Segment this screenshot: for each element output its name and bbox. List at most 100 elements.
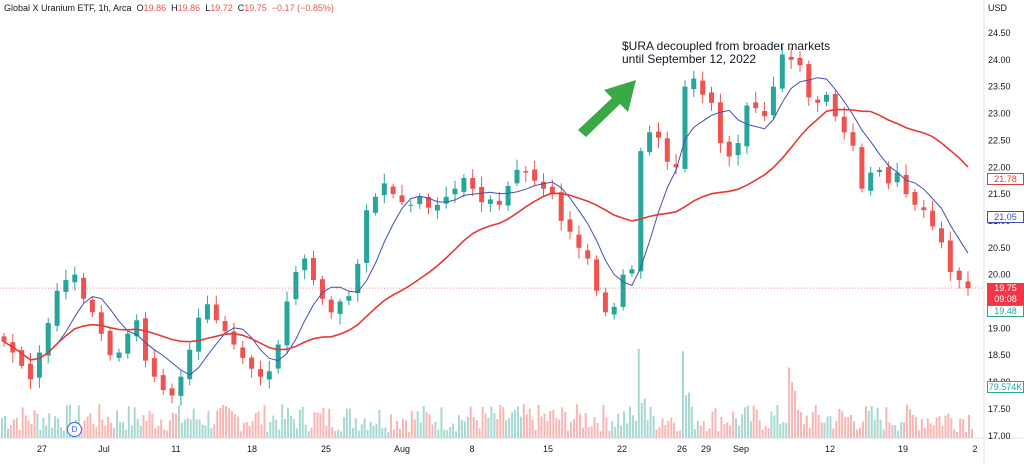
volume-bar (195, 419, 198, 438)
volume-bar (110, 422, 113, 438)
candle-body (753, 102, 759, 109)
volume-bar (390, 414, 393, 438)
volume-bar (938, 416, 941, 438)
volume-bar (575, 404, 578, 438)
candle-body (726, 141, 732, 157)
candle-body (36, 352, 42, 378)
volume-bar (343, 417, 346, 438)
candle-body (894, 172, 900, 183)
ma-green-tag: 19.48 (987, 305, 1024, 317)
volume-bar (803, 424, 805, 438)
volume-bar (590, 426, 593, 438)
candle-body (523, 171, 529, 173)
last-price-value: 19.75 (994, 283, 1017, 293)
volume-bar (935, 417, 938, 438)
candle-body (744, 105, 750, 147)
volume-bar (207, 411, 210, 438)
candle-body (452, 188, 458, 195)
volume-bar (363, 418, 366, 438)
volume-bar (230, 411, 233, 438)
volume-bar (929, 423, 932, 438)
candle-body (779, 54, 785, 89)
volume-bar (853, 421, 855, 438)
volume-bar (761, 429, 764, 438)
volume-bar (493, 413, 496, 438)
volume-bar (870, 406, 873, 438)
volume-bar (808, 428, 811, 438)
candle-body (45, 323, 51, 356)
volume-bar (295, 428, 298, 438)
volume-bar (758, 420, 761, 438)
volume-bar (584, 413, 587, 438)
volume-bar (455, 431, 457, 438)
volume-bar (953, 429, 956, 438)
candle-body (328, 299, 334, 313)
candle-body (178, 376, 184, 396)
candle-body (426, 197, 431, 208)
volume-bar (602, 405, 605, 438)
volume-bar (932, 425, 935, 438)
annotation-line-1: $URA decoupled from broader markets (622, 39, 831, 53)
volume-bar (920, 419, 923, 438)
volume-bar (714, 408, 717, 438)
volume-bar (39, 429, 42, 438)
volume-bar (307, 431, 310, 438)
volume-bar (581, 427, 584, 438)
chart-header: Global X Uranium ETF, 1h, Arca O19.86 H1… (4, 3, 334, 13)
volume-bar (154, 428, 157, 438)
candle-body (735, 143, 741, 156)
dividend-badge[interactable]: D (67, 422, 82, 437)
volume-bar (183, 419, 186, 438)
volume-bar (36, 413, 39, 438)
ma-short-line (3, 77, 969, 376)
volume-bar (463, 421, 466, 438)
x-tick-label: Sep (733, 444, 749, 454)
volume-bar (794, 390, 797, 438)
candle-body (222, 321, 228, 332)
volume-bar (914, 416, 917, 438)
volume-bar (204, 425, 207, 438)
x-tick-label: 18 (247, 444, 257, 454)
candle-body (116, 352, 122, 358)
low-value: 19.72 (210, 3, 233, 13)
volume-bar (705, 431, 708, 438)
candle-body (859, 147, 865, 189)
y-tick-label: 20.50 (988, 243, 1011, 253)
volume-bar (275, 419, 278, 438)
volume-bar (596, 423, 599, 438)
volume-bar (460, 419, 463, 438)
volume-bar (160, 419, 163, 438)
volume-bar (628, 406, 631, 438)
volume-bar (732, 411, 735, 438)
volume-bar (520, 416, 522, 438)
volume-bar (104, 425, 107, 438)
volume-bar (413, 419, 416, 438)
volume-bar (911, 414, 914, 438)
volume-bar (611, 421, 614, 438)
volume-bar (142, 415, 145, 438)
volume-bar (696, 420, 699, 438)
candle-body (594, 259, 600, 291)
volume-bar (543, 413, 546, 438)
candle-body (443, 196, 449, 204)
y-tick-label: 22.00 (988, 162, 1011, 172)
symbol-title[interactable]: Global X Uranium ETF, 1h, Arca (4, 3, 132, 13)
high-label: H (171, 3, 178, 13)
volume-bar (552, 410, 555, 438)
volume-bar (151, 413, 154, 438)
volume-bar (676, 431, 679, 438)
chart-annotation[interactable]: $URA decoupled from broader markets unti… (622, 40, 830, 66)
volume-bar (116, 410, 118, 438)
volume-bar (301, 406, 304, 438)
volume-bar (54, 416, 57, 438)
volume-bar (466, 416, 469, 438)
candle-body (921, 207, 927, 211)
volume-bar (685, 395, 687, 438)
candle-body (832, 94, 838, 117)
volume-bar (340, 431, 343, 438)
volume-bar (776, 405, 779, 438)
volume-bar (950, 418, 953, 438)
volume-bar (623, 411, 626, 438)
volume-bar (496, 419, 499, 438)
